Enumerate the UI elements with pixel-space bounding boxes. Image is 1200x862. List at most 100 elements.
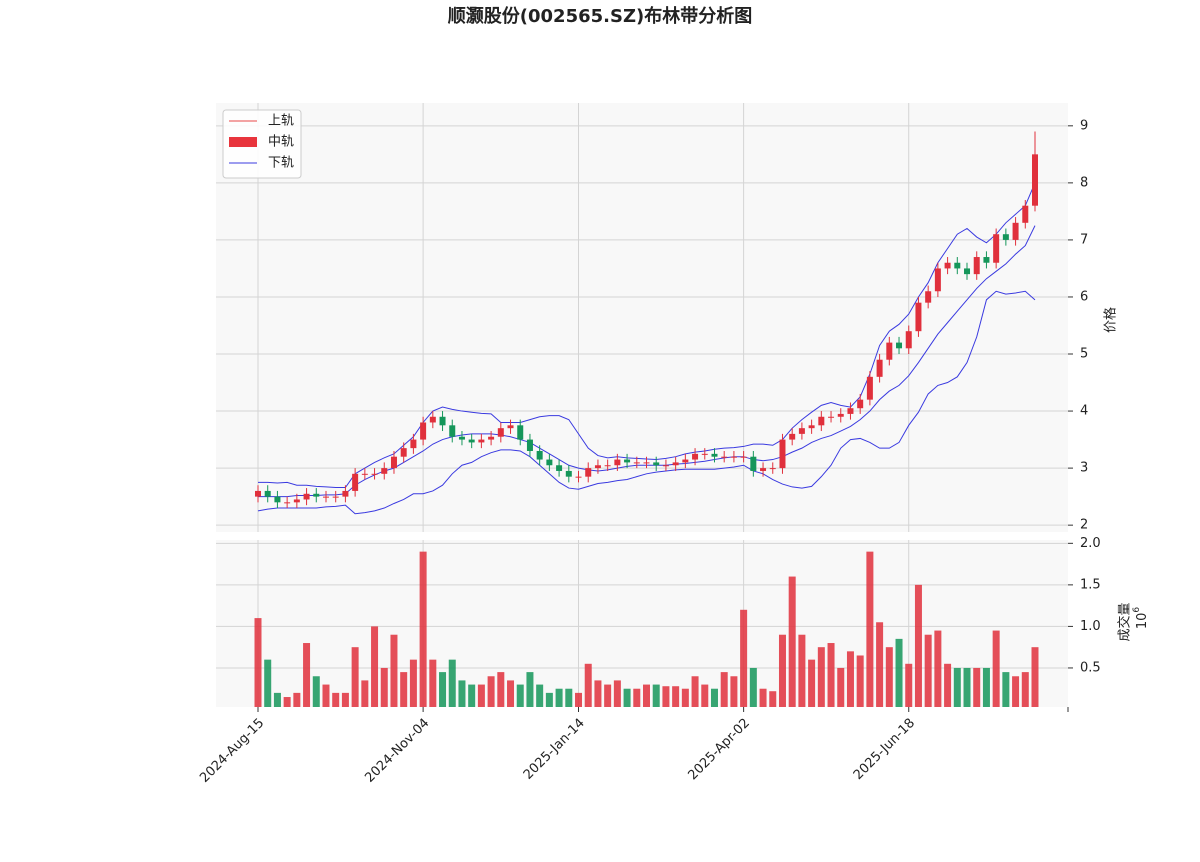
candle-body [614, 459, 621, 466]
volume-bar [934, 630, 942, 707]
candle-body [828, 416, 835, 418]
candle-body [662, 465, 669, 467]
candle-body [760, 468, 767, 471]
candle-body [944, 262, 951, 269]
candle-body [876, 359, 883, 377]
candle-body [361, 473, 368, 475]
volume-bar [992, 630, 1000, 707]
volume-bar [361, 680, 369, 707]
candle-body [352, 473, 359, 491]
volume-bar [963, 667, 971, 707]
volume-bar [720, 672, 728, 707]
candle-body [293, 499, 300, 503]
volume-bar [351, 647, 359, 707]
volume-bar [769, 691, 777, 707]
x-tick-label: 2025-Apr-02 [685, 716, 752, 783]
legend-label: 中轨 [268, 135, 294, 150]
volume-bar [565, 688, 573, 707]
volume-bar [371, 626, 379, 707]
candle-body [478, 439, 485, 443]
volume-bar [1031, 647, 1039, 707]
volume-bar [672, 686, 680, 707]
volume-bar [594, 680, 602, 707]
candle-body [905, 331, 912, 349]
volume-bar [380, 667, 388, 707]
candle-body [672, 462, 679, 466]
volume-bar [846, 651, 854, 707]
volume-bar [885, 647, 893, 707]
candle-body [934, 268, 941, 292]
volume-bar [536, 684, 544, 707]
candle-body [585, 468, 592, 477]
candle-body [896, 342, 903, 349]
volume-axis-label: 成交量 [1117, 602, 1133, 641]
candle-body [410, 439, 417, 449]
band-line [257, 290, 1036, 515]
volume-bar [662, 686, 670, 707]
candle-body [546, 459, 553, 466]
volume-bar [924, 634, 932, 707]
volume-bar [749, 667, 757, 707]
volume-bar [604, 684, 612, 707]
volume-bar [516, 684, 524, 707]
candle-body [439, 416, 446, 426]
volume-bar [545, 692, 553, 707]
candle-body [420, 422, 427, 440]
candle-body [808, 425, 815, 429]
candle-body [565, 470, 572, 477]
volume-bar [526, 672, 534, 707]
candle-body [964, 268, 971, 275]
volume-bar [876, 622, 884, 707]
volume-bar [788, 576, 796, 707]
candle-body [633, 462, 640, 464]
candle-body [653, 462, 660, 466]
candle-body [1032, 154, 1038, 206]
candle-body [750, 456, 757, 471]
volume-bar [740, 609, 748, 707]
candle-body [322, 496, 329, 498]
candle-body [303, 493, 310, 500]
candle-body [381, 468, 388, 474]
candle-body [536, 450, 543, 460]
candle-body [371, 473, 378, 475]
volume-bar [778, 634, 786, 707]
volume-bar [283, 697, 291, 707]
volume-bar [254, 618, 262, 707]
volume-bar [866, 551, 874, 707]
candle-body [925, 291, 932, 303]
volume-bar [710, 688, 718, 707]
candle-body [274, 496, 281, 503]
volume-bar [507, 680, 515, 707]
x-tick-label: 2025-Jun-18 [851, 716, 918, 783]
volume-bar [798, 634, 806, 707]
candle-body [507, 425, 514, 429]
candle-body [993, 234, 1000, 263]
y-tick-label: 0.5 [1080, 660, 1101, 675]
volume-bar [905, 663, 913, 707]
y-tick-label: 2 [1080, 518, 1088, 533]
volume-bar [730, 676, 738, 707]
volume-bar [914, 584, 922, 707]
y-tick-label: 9 [1080, 118, 1088, 133]
volume-bar [1021, 672, 1029, 707]
volume-bar [827, 643, 835, 707]
candle-body [1002, 234, 1009, 240]
candle-body [915, 302, 922, 332]
candle-body [847, 408, 854, 414]
volume-bar [468, 684, 476, 707]
candle-body [682, 459, 689, 463]
legend-label: 上轨 [268, 114, 294, 129]
candle-body [818, 416, 825, 426]
volume-bar [953, 667, 961, 707]
candle-body [624, 459, 631, 463]
candle-body [837, 413, 844, 417]
legend-swatch [229, 137, 257, 147]
volume-bar [973, 667, 981, 707]
candle-body [866, 376, 873, 400]
legend-box [222, 109, 302, 179]
y-tick-label: 5 [1080, 347, 1088, 362]
candle-body [526, 439, 533, 451]
volume-bar [273, 692, 281, 707]
candle-body [342, 490, 349, 497]
